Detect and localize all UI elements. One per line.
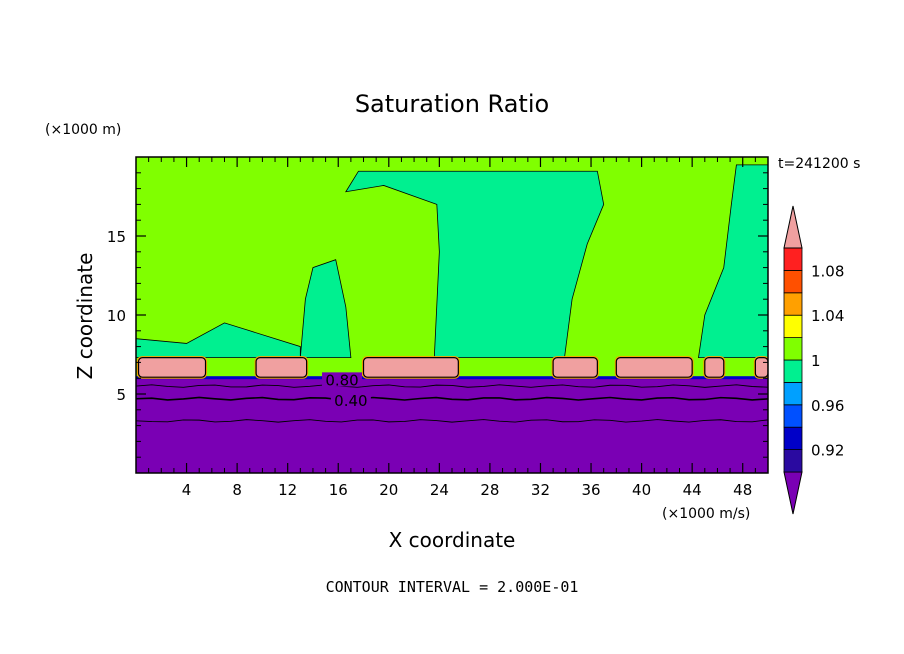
y-tick-label: 10	[107, 307, 126, 325]
contour-line	[136, 384, 768, 388]
x-unit-label: (×1000 m/s)	[662, 506, 750, 522]
colorbar: 0.92 0.96 1 1.04 1.08	[783, 205, 844, 515]
contour-label-bg	[330, 392, 371, 407]
x-tick-label: 8	[232, 481, 242, 499]
colorbar-segment	[783, 269, 803, 294]
region-saturated-band	[136, 322, 301, 359]
colorbar-segment	[783, 381, 803, 406]
contour-label: 0.80	[325, 371, 358, 389]
y-tick-label: 5	[116, 386, 126, 404]
supersaturated-patch	[704, 357, 725, 378]
x-tick-label: 24	[430, 481, 449, 499]
colorbar-segment	[783, 359, 803, 383]
supersaturated-patch	[754, 357, 768, 378]
contour-interval-footer: CONTOUR INTERVAL = 2.000E-01	[326, 578, 579, 596]
colorbar-label: 0.96	[811, 397, 844, 415]
region-saturated-column	[698, 164, 768, 359]
contour-label: 0.40	[334, 392, 367, 410]
supersaturated-patch	[137, 357, 207, 378]
supersaturated-patch	[552, 357, 598, 378]
x-tick-label: 16	[329, 481, 348, 499]
colorbar-label: 1	[811, 352, 821, 370]
colorbar-label: 0.92	[811, 442, 844, 460]
x-tick-label: 12	[278, 481, 297, 499]
colorbar-label: 1.08	[811, 262, 844, 280]
colorbar-segment	[783, 404, 803, 428]
y-tick-label: 15	[107, 228, 126, 246]
colorbar-segment	[783, 247, 803, 271]
region-saturated-column	[299, 259, 352, 359]
contour-line	[136, 419, 768, 423]
colorbar-segment	[783, 314, 803, 339]
region-dry-layer	[136, 378, 768, 473]
colorbar-label: 1.04	[811, 307, 844, 325]
x-axis-label: X coordinate	[389, 528, 516, 552]
chart-title: Saturation Ratio	[355, 90, 549, 118]
x-tick-label: 20	[379, 481, 398, 499]
plot-area: 0.80 0.40	[136, 157, 768, 473]
contour-label-bg	[322, 372, 363, 387]
x-tick-label: 28	[480, 481, 499, 499]
x-tick-label: 48	[733, 481, 752, 499]
region-saturated-column	[345, 170, 605, 359]
x-tick-label: 40	[632, 481, 651, 499]
colorbar-extend-high	[783, 205, 803, 249]
colorbar-segment	[783, 292, 803, 316]
x-tick-label: 36	[581, 481, 600, 499]
y-axis-label: Z coordinate	[73, 253, 97, 380]
y-unit-label: (×1000 m)	[45, 122, 121, 138]
x-tick-label: 44	[683, 481, 702, 499]
time-label: t=241200 s	[778, 156, 860, 172]
supersaturated-patch	[362, 357, 459, 378]
supersaturated-patch	[615, 357, 693, 378]
x-tick-label: 4	[182, 481, 192, 499]
x-tick-label: 32	[531, 481, 550, 499]
supersaturated-patch	[255, 357, 308, 378]
colorbar-segment	[783, 337, 803, 361]
colorbar-segment	[783, 449, 803, 473]
colorbar-segment	[783, 426, 803, 451]
colorbar-extend-low	[783, 471, 803, 515]
contour-line	[136, 396, 768, 401]
